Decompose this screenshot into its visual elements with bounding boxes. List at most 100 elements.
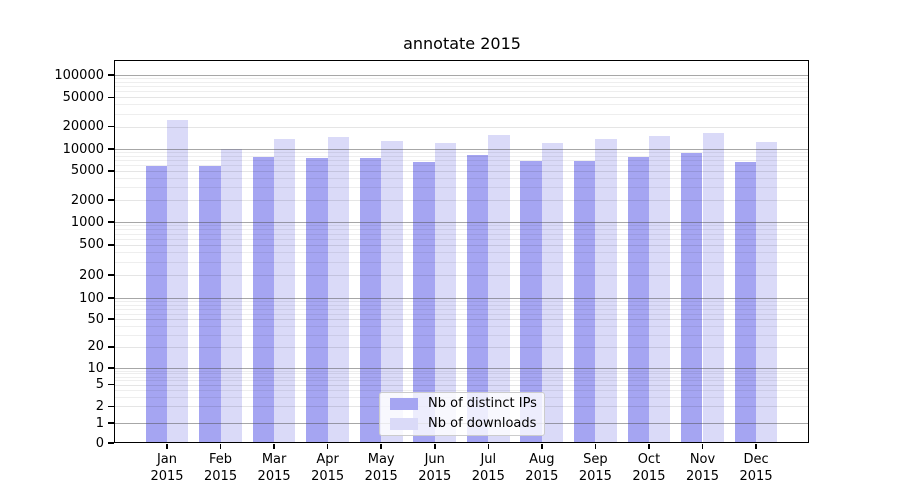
legend: Nb of distinct IPs Nb of downloads — [379, 392, 545, 436]
x-tick-year: 2015 — [257, 469, 291, 484]
y-tick-label: 20000 — [62, 119, 104, 135]
gridline-5 — [114, 384, 809, 386]
gridline-40 — [114, 325, 809, 327]
x-tick-month: Oct — [637, 452, 661, 467]
y-tick-mark — [108, 274, 114, 276]
x-tick-year: 2015 — [364, 469, 398, 484]
gridline-1000 — [114, 222, 809, 223]
x-tick-year: 2015 — [739, 469, 773, 484]
bar-downloads — [488, 134, 510, 443]
legend-label-distinct-ips: Nb of distinct IPs — [428, 396, 537, 411]
x-tick-mark — [541, 444, 543, 449]
x-tick-mark — [701, 444, 704, 449]
y-tick-label: 100 — [79, 290, 104, 306]
gridline-50000 — [114, 97, 809, 99]
gridline-40000 — [114, 104, 809, 106]
gridline-60000 — [114, 91, 809, 93]
y-tick-mark — [108, 422, 114, 424]
gridline-10 — [114, 368, 809, 369]
x-tick-label: Jan 2015 — [125, 451, 209, 485]
gridline-3000 — [114, 187, 809, 189]
bar-distinct-ips — [359, 158, 382, 443]
y-tick-label: 10000 — [62, 141, 104, 157]
x-tick-year: 2015 — [311, 469, 345, 484]
gridline-100000 — [114, 75, 809, 76]
bar-distinct-ips — [413, 162, 435, 443]
x-tick-mark — [648, 444, 650, 449]
y-tick-mark — [108, 297, 114, 299]
x-tick-month: Nov — [689, 452, 716, 467]
y-tick-mark — [108, 405, 114, 408]
gridline-4 — [114, 389, 809, 391]
x-tick-label: Aug 2015 — [500, 451, 584, 485]
x-tick-year: 2015 — [578, 469, 612, 484]
x-tick-month: Dec — [743, 452, 769, 467]
gridline-50 — [114, 319, 809, 321]
plot-area — [114, 60, 809, 443]
bar-distinct-ips — [574, 160, 596, 443]
gridline-5000 — [114, 170, 809, 172]
x-tick-label: Oct 2015 — [607, 451, 691, 485]
bar-downloads — [648, 135, 671, 443]
y-tick-label: 100000 — [54, 67, 104, 83]
x-tick-year: 2015 — [525, 469, 559, 484]
gridline-6000 — [114, 165, 809, 167]
legend-swatch-downloads — [390, 418, 418, 430]
gridline-6 — [114, 380, 809, 382]
bar-distinct-ips — [627, 156, 649, 443]
y-tick-mark — [108, 96, 114, 99]
y-tick-label: 50 — [87, 311, 104, 327]
gridline-20 — [114, 346, 809, 348]
y-tick-label: 2000 — [70, 192, 104, 208]
gridline-400 — [114, 252, 809, 254]
gridline-8000 — [114, 156, 809, 158]
bar-downloads — [595, 139, 617, 443]
gridline-80000 — [114, 82, 809, 84]
gridline-9000 — [114, 152, 809, 154]
x-tick-mark — [594, 444, 597, 449]
bar-downloads — [541, 142, 564, 443]
x-tick-month: Jan — [156, 452, 178, 467]
bar-downloads — [756, 142, 778, 443]
gridline-100 — [114, 298, 809, 299]
x-tick-mark — [434, 444, 436, 449]
x-tick-label: Nov 2015 — [661, 451, 745, 485]
y-tick-mark — [108, 148, 114, 150]
y-tick-label: 5000 — [70, 163, 104, 179]
x-tick-label: Jul 2015 — [446, 451, 530, 485]
gridline-60 — [114, 313, 809, 315]
x-tick-month: Sep — [583, 452, 608, 467]
x-tick-month: Apr — [316, 452, 339, 467]
legend-label-downloads: Nb of downloads — [428, 416, 537, 431]
x-tick-month: Feb — [209, 452, 233, 467]
y-tick-mark — [108, 318, 114, 320]
bar-downloads — [274, 139, 296, 443]
x-tick-month: Jul — [480, 452, 497, 467]
gridline-70 — [114, 308, 809, 310]
bar-downloads — [702, 133, 724, 443]
bar-distinct-ips — [306, 158, 328, 443]
gridline-4000 — [114, 178, 809, 180]
bar-downloads — [220, 148, 242, 443]
gridline-90000 — [114, 78, 809, 80]
x-tick-month: Mar — [261, 452, 287, 467]
y-tick-label: 50000 — [62, 89, 104, 105]
gridline-8 — [114, 373, 809, 375]
x-tick-mark — [219, 444, 222, 449]
y-tick-label: 0 — [95, 435, 104, 451]
x-tick-year: 2015 — [685, 469, 720, 484]
x-tick-month: Jun — [424, 452, 445, 467]
y-tick-mark — [108, 221, 114, 223]
bar-distinct-ips — [145, 165, 167, 443]
gridline-7000 — [114, 160, 809, 162]
x-tick-mark — [380, 444, 382, 449]
gridline-200 — [114, 275, 809, 277]
gridline-70000 — [114, 86, 809, 88]
x-tick-mark — [273, 444, 275, 449]
x-tick-year: 2015 — [418, 469, 452, 484]
y-tick-label: 20 — [87, 339, 104, 355]
x-tick-mark — [487, 444, 490, 449]
y-tick-label: 2 — [95, 398, 104, 414]
x-tick-year: 2015 — [204, 469, 238, 484]
y-tick-label: 5 — [95, 377, 104, 393]
